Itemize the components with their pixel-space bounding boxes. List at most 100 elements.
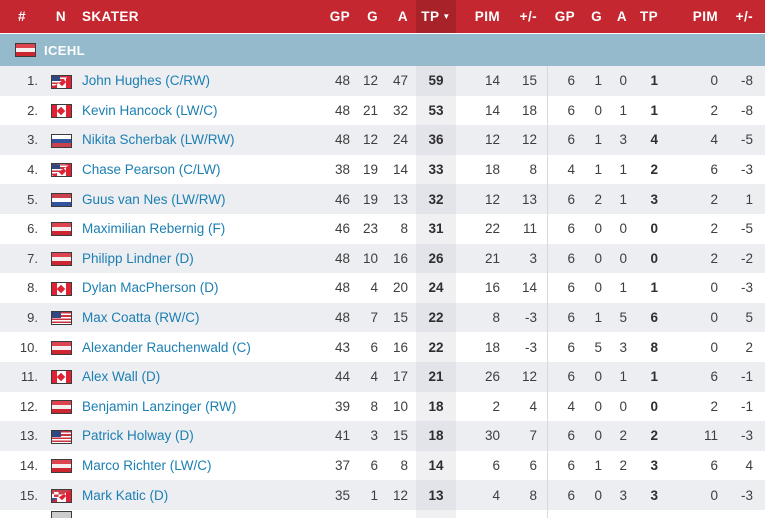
table-header: # N SKATER GP G A TP ▼ PIM +/- GP G A TP … bbox=[0, 0, 765, 34]
stat-g-playoff: 2 bbox=[575, 184, 602, 214]
stat-gp-season: 44 bbox=[318, 361, 350, 392]
gap-cell bbox=[753, 154, 765, 185]
ned-flag-icon bbox=[50, 192, 72, 207]
col-header-nationality[interactable]: N bbox=[44, 0, 78, 34]
col-header-rank[interactable]: # bbox=[0, 0, 44, 34]
aut-flag-icon bbox=[50, 340, 72, 355]
stat-a-season: 14 bbox=[378, 154, 408, 185]
nationality-cell bbox=[44, 361, 78, 392]
stat-tp-playoff: 1 bbox=[627, 95, 658, 126]
col-header-a-playoff[interactable]: A bbox=[602, 0, 627, 34]
stat-g-playoff bbox=[575, 509, 602, 518]
stat-gp-playoff bbox=[548, 509, 575, 518]
stat-tp-season: 22 bbox=[416, 332, 456, 362]
stat-g-season: 23 bbox=[350, 213, 378, 244]
player-name-link[interactable]: Nikita Scherbak (LW/RW) bbox=[82, 132, 235, 148]
table-row: 7. Philipp Lindner (D) 48 10 16 26 21 3 … bbox=[0, 243, 765, 274]
rus-flag-icon bbox=[50, 133, 72, 148]
gap-cell bbox=[753, 450, 765, 481]
stat-tp-playoff: 0 bbox=[627, 213, 658, 244]
col-header-plusminus-season[interactable]: +/- bbox=[500, 0, 537, 34]
stat-gp-season: 48 bbox=[318, 125, 350, 155]
stat-tp-playoff bbox=[627, 509, 658, 518]
header-gap bbox=[408, 0, 416, 34]
player-name-link[interactable]: Patrick Holway (D) bbox=[82, 428, 194, 444]
stat-pim-playoff: 0 bbox=[658, 66, 718, 96]
stat-plusminus-season: -3 bbox=[500, 302, 537, 333]
player-name-link[interactable]: Alex Wall (D) bbox=[82, 369, 161, 385]
stat-gp-season: 46 bbox=[318, 213, 350, 244]
player-name-link[interactable]: John Hughes (C/RW) bbox=[82, 73, 211, 89]
player-name-link[interactable]: Guus van Nes (LW/RW) bbox=[82, 191, 226, 207]
stat-plusminus-playoff: -5 bbox=[718, 125, 753, 155]
gap-cell bbox=[408, 154, 416, 185]
table-row: 9. Max Coatta (RW/C) 48 7 15 22 8 -3 6 1… bbox=[0, 302, 765, 333]
stat-pim-season bbox=[456, 509, 500, 518]
player-rank: 8. bbox=[0, 273, 44, 303]
col-header-pim-season[interactable]: PIM bbox=[456, 0, 500, 34]
player-name-link[interactable]: Philipp Lindner (D) bbox=[82, 250, 194, 266]
stat-a-playoff: 3 bbox=[602, 125, 627, 155]
col-header-gp-season[interactable]: GP bbox=[318, 0, 350, 34]
stat-gp-playoff: 6 bbox=[548, 243, 575, 274]
stat-tp-playoff: 1 bbox=[627, 273, 658, 303]
player-rank: 9. bbox=[0, 302, 44, 333]
nationality-cell bbox=[44, 154, 78, 185]
stat-a-season: 47 bbox=[378, 66, 408, 96]
col-header-g-playoff[interactable]: G bbox=[575, 0, 602, 34]
col-header-tp-playoff[interactable]: TP bbox=[627, 0, 658, 34]
player-rank bbox=[0, 509, 44, 518]
stat-a-playoff: 3 bbox=[602, 480, 627, 510]
player-name-link[interactable]: Max Coatta (RW/C) bbox=[82, 310, 200, 326]
col-header-plusminus-playoff[interactable]: +/- bbox=[718, 0, 753, 34]
stat-gp-season: 48 bbox=[318, 66, 350, 96]
col-header-gp-playoff[interactable]: GP bbox=[548, 0, 575, 34]
stat-a-playoff: 0 bbox=[602, 213, 627, 244]
table-row: 12. Benjamin Lanzinger (RW) 39 8 10 18 2… bbox=[0, 391, 765, 422]
table-row: 15. Mark Katic (D) 35 1 12 13 4 8 6 0 3 … bbox=[0, 480, 765, 510]
group-divider bbox=[537, 391, 548, 422]
player-name-cell bbox=[78, 509, 318, 518]
stat-plusminus-season: 13 bbox=[500, 184, 537, 214]
gap-cell bbox=[753, 421, 765, 451]
stat-tp-season: 18 bbox=[416, 391, 456, 422]
austria-flag-icon bbox=[15, 43, 36, 57]
stat-a-playoff: 5 bbox=[602, 302, 627, 333]
player-name-link[interactable]: Mark Katic (D) bbox=[82, 487, 169, 503]
gap-cell bbox=[753, 509, 765, 518]
col-header-skater[interactable]: SKATER bbox=[78, 0, 318, 34]
stat-plusminus-season: 15 bbox=[500, 66, 537, 96]
col-header-pim-playoff[interactable]: PIM bbox=[658, 0, 718, 34]
stat-a-season: 10 bbox=[378, 391, 408, 422]
stat-a-season: 16 bbox=[378, 332, 408, 362]
stat-gp-playoff: 6 bbox=[548, 273, 575, 303]
stat-plusminus-playoff: 5 bbox=[718, 302, 753, 333]
player-name-link[interactable]: Maximilian Rebernig (F) bbox=[82, 221, 226, 237]
stat-gp-playoff: 6 bbox=[548, 125, 575, 155]
player-name-link[interactable]: Kevin Hancock (LW/C) bbox=[82, 102, 218, 118]
stat-gp-playoff: 6 bbox=[548, 95, 575, 126]
player-name-link[interactable]: Alexander Rauchenwald (C) bbox=[82, 339, 251, 355]
stat-pim-playoff: 2 bbox=[658, 184, 718, 214]
stat-plusminus-playoff: -5 bbox=[718, 213, 753, 244]
player-name-link[interactable]: Chase Pearson (C/LW) bbox=[82, 162, 221, 178]
stat-pim-season: 21 bbox=[456, 243, 500, 274]
stat-plusminus-season: 8 bbox=[500, 480, 537, 510]
table-row: 14. Marco Richter (LW/C) 37 6 8 14 6 6 6… bbox=[0, 450, 765, 481]
can-flag-icon bbox=[50, 104, 72, 119]
player-rank: 15. bbox=[0, 480, 44, 510]
league-group-label: ICEHL bbox=[44, 42, 85, 58]
player-name-link[interactable]: Dylan MacPherson (D) bbox=[82, 280, 219, 296]
stat-a-season: 8 bbox=[378, 450, 408, 481]
player-rank: 2. bbox=[0, 95, 44, 126]
stat-g-playoff: 5 bbox=[575, 332, 602, 362]
table-row: 4. Chase Pearson (C/LW) 38 19 14 33 18 8… bbox=[0, 154, 765, 185]
col-header-tp-season-sorted[interactable]: TP ▼ bbox=[416, 0, 456, 34]
player-name-link[interactable]: Benjamin Lanzinger (RW) bbox=[82, 398, 237, 414]
stat-gp-season: 48 bbox=[318, 243, 350, 274]
col-header-a-season[interactable]: A bbox=[378, 0, 408, 34]
player-name-link[interactable]: Marco Richter (LW/C) bbox=[82, 458, 212, 474]
col-header-g-season[interactable]: G bbox=[350, 0, 378, 34]
stat-tp-season bbox=[416, 509, 456, 518]
